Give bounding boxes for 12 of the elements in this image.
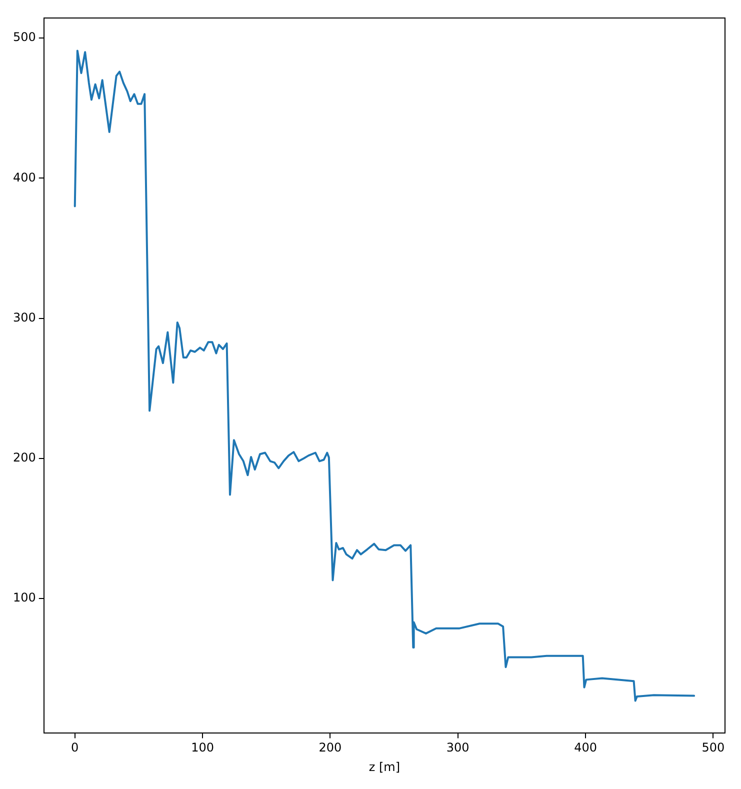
y-tick-label: 100 [13, 590, 36, 605]
x-tick-label: 200 [318, 740, 342, 755]
x-tick-label: 400 [574, 740, 597, 755]
x-tick-label: 500 [702, 740, 725, 755]
x-tick-label: 100 [191, 740, 214, 755]
x-axis-title: z [m] [368, 760, 400, 774]
y-tick-label: 200 [13, 450, 36, 464]
y-tick-label: 500 [13, 30, 36, 44]
y-tick-label: 300 [13, 310, 36, 324]
y-tick-label: 400 [13, 170, 36, 184]
x-tick-label: 300 [446, 740, 470, 755]
x-tick-label: 0 [71, 740, 79, 755]
